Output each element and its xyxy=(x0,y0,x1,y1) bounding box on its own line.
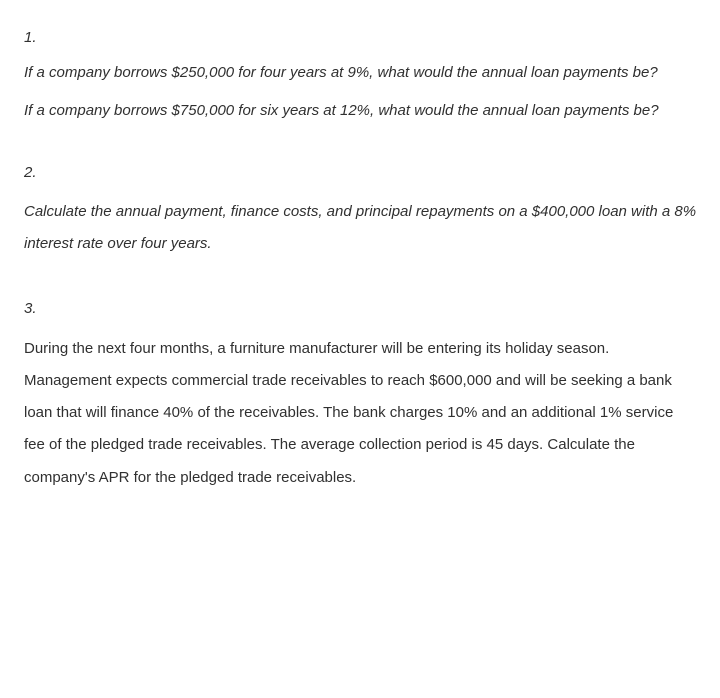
question-3-body: During the next four months, a furniture… xyxy=(24,333,698,494)
question-2: 2. Calculate the annual payment, finance… xyxy=(24,163,698,260)
question-2-number: 2. xyxy=(24,163,698,183)
question-1: 1. If a company borrows $250,000 for fou… xyxy=(24,28,698,123)
question-1-part-b: If a company borrows $750,000 for six ye… xyxy=(24,100,698,123)
question-3: 3. During the next four months, a furnit… xyxy=(24,299,698,494)
question-1-number: 1. xyxy=(24,28,698,48)
question-2-body: Calculate the annual payment, finance co… xyxy=(24,196,698,259)
question-3-number: 3. xyxy=(24,299,698,319)
question-1-part-a: If a company borrows $250,000 for four y… xyxy=(24,62,698,85)
